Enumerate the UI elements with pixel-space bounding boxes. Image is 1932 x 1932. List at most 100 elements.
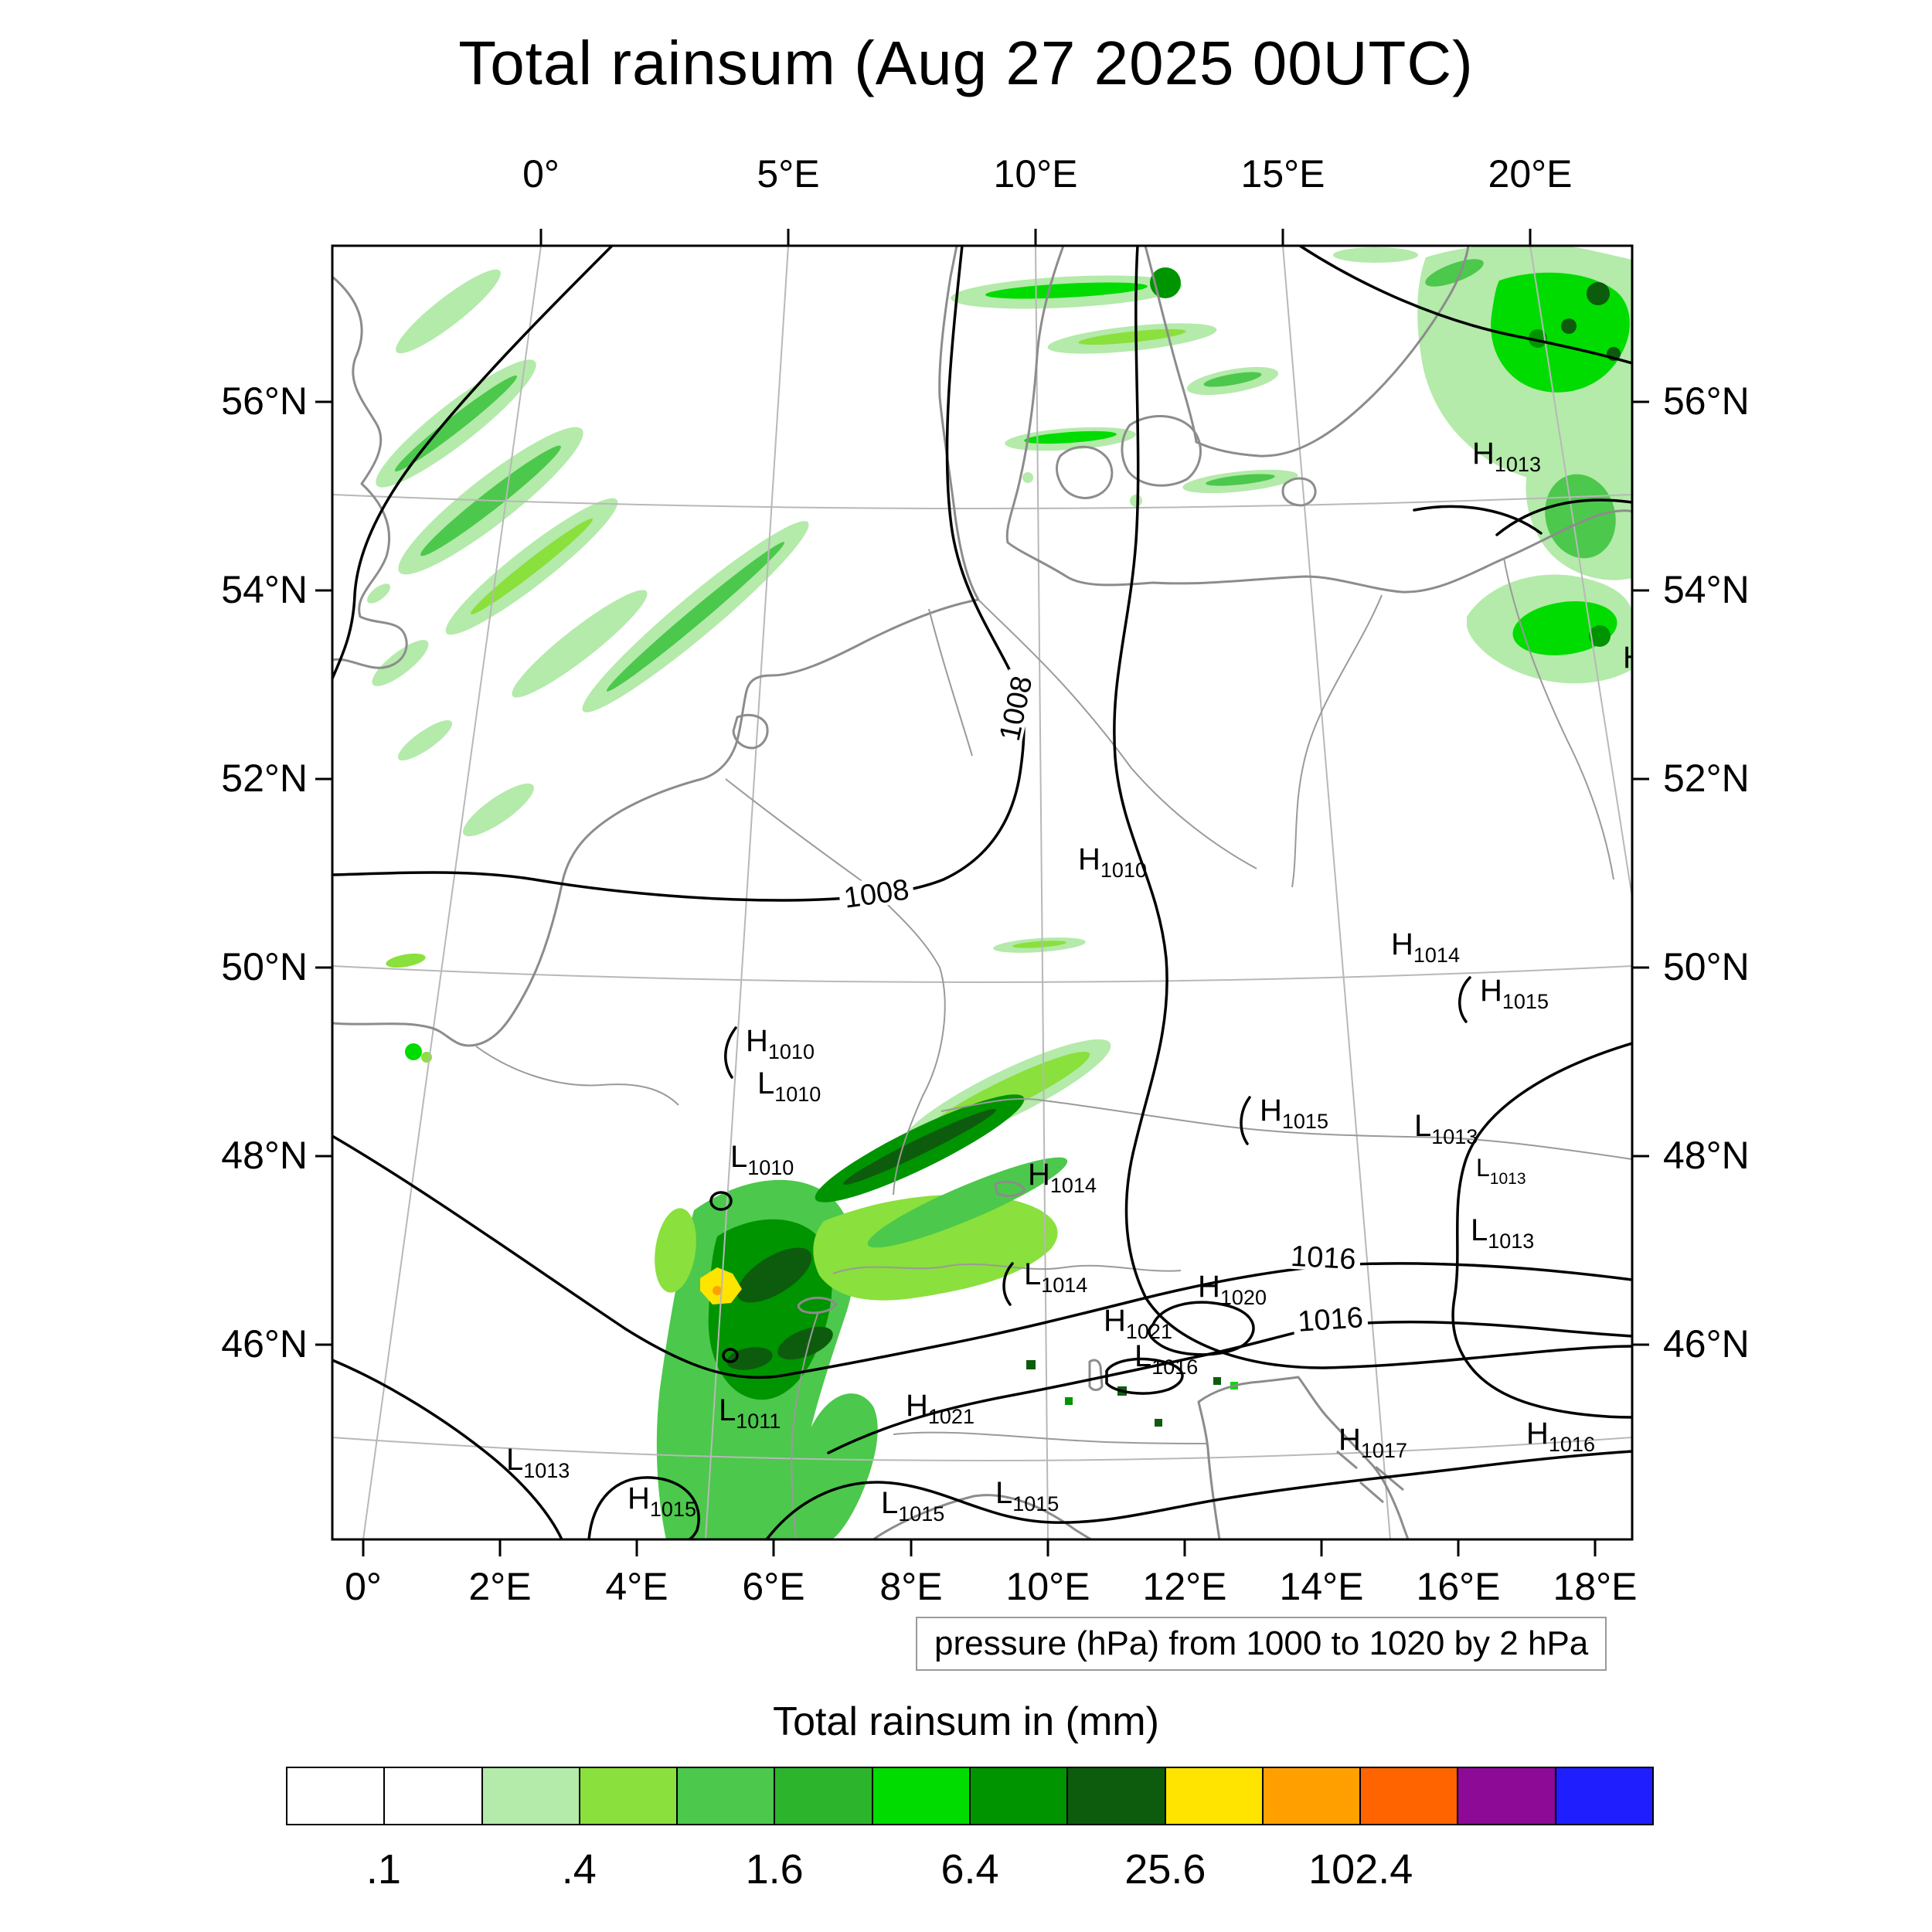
pressure-center-label: H (746, 1024, 768, 1058)
rain-patch (1078, 328, 1186, 345)
pressure-center-label: 1015 (898, 1502, 944, 1526)
isobar (1240, 1096, 1251, 1145)
pressure-center-label: 1013 (1488, 1230, 1534, 1253)
rain-patch (366, 583, 391, 604)
colorbar-cell (1554, 1768, 1652, 1824)
rain-patch (405, 1043, 422, 1060)
pressure-center-label: L (1476, 1154, 1490, 1182)
pressure-caption: pressure (hPa) from 1000 to 1020 by 2 hP… (916, 1617, 1607, 1671)
pressure-center-label: 1010 (774, 1083, 821, 1106)
colorbar-cell (1359, 1768, 1458, 1824)
pressure-center-label: L (1471, 1213, 1488, 1247)
rain-patch (1012, 940, 1066, 948)
pressure-center-label: H1010 (746, 1024, 815, 1063)
rain-patch (1203, 372, 1262, 387)
colorbar-cell (1164, 1768, 1262, 1824)
pressure-center-label: 1017 (1361, 1439, 1407, 1462)
pressure-center-label: 1016 (1151, 1355, 1198, 1379)
coastline (893, 1431, 1208, 1444)
isobar (827, 1320, 1632, 1454)
graticule-line (362, 246, 542, 1539)
rain-patch (1155, 1419, 1162, 1427)
pressure-center-label: 1015 (1012, 1492, 1059, 1515)
rain-patch (396, 269, 501, 354)
isobar (587, 1476, 700, 1539)
axis-label-bottom: 4°E (605, 1565, 668, 1608)
isobar-value-label: 1008 (842, 873, 911, 914)
pressure-center-label: H1015 (1260, 1094, 1328, 1133)
isobar (709, 1191, 733, 1211)
isobar-value-label (837, 873, 915, 912)
isobar-value-label: 1008 (837, 873, 915, 915)
axis-label-bottom: 10°E (1005, 1565, 1090, 1608)
pressure-center-label: H (1028, 1158, 1050, 1192)
pressure-center-label: L1014 (1024, 1257, 1087, 1297)
pressure-center-label: H1016 (1526, 1417, 1595, 1456)
rain-patch (512, 590, 648, 698)
colorbar-tick-label: 1.6 (745, 1846, 804, 1893)
graticule-line (1035, 246, 1049, 1539)
coastline (940, 1097, 1632, 1160)
pressure-center-label: 1021 (1126, 1320, 1172, 1343)
pressure-center-label: H1013 (1472, 437, 1541, 476)
colorbar-tick-label: .4 (561, 1846, 597, 1893)
isobar (765, 1450, 1632, 1539)
coastline (475, 1046, 679, 1106)
pressure-center-label: H (1104, 1304, 1126, 1338)
rain-patch (726, 1347, 773, 1370)
axis-label-bottom: 2°E (468, 1565, 532, 1608)
pressure-center-label: 1013 (523, 1459, 570, 1482)
rain-patch (1026, 1360, 1036, 1369)
isobar (1148, 1301, 1255, 1356)
rain-patch (1024, 430, 1117, 444)
pressure-center-label: L (1024, 1257, 1041, 1291)
rain-patch (1206, 474, 1275, 486)
colorbar-cell (968, 1768, 1067, 1824)
pressure-center-label: H (1472, 437, 1495, 471)
axis-label-bottom: 18°E (1553, 1565, 1638, 1608)
axis-label-bottom: 12°E (1142, 1565, 1227, 1608)
pressure-center-label: H1021 (906, 1389, 975, 1428)
coastlines (332, 246, 1632, 1539)
isobar (332, 246, 614, 680)
rain-patch (736, 1247, 812, 1303)
axis-label-left: 56°N (221, 379, 308, 423)
axis-label-bottom: 14°E (1279, 1565, 1364, 1608)
pressure-center-label: H (1260, 1094, 1282, 1128)
pressure-center-label: 1014 (1041, 1274, 1087, 1297)
pressure-center-label: H (1338, 1423, 1361, 1457)
coastline (832, 1263, 1182, 1274)
pressure-center-label: 1015 (1502, 990, 1549, 1013)
rain-patch (606, 542, 785, 692)
pressure-center-label: L1016 (1134, 1339, 1198, 1379)
rain-patch (1333, 247, 1418, 263)
rain-patch (1587, 282, 1610, 305)
coastline (1291, 594, 1383, 888)
isobar-value-label: 1016 (1292, 1301, 1369, 1338)
pressure-center-label: L (1134, 1339, 1151, 1373)
rain-patch (713, 1286, 722, 1295)
rain-patch (777, 1326, 833, 1360)
rain-patch (1065, 1397, 1073, 1405)
rain-patch (1561, 318, 1577, 334)
colorbar-cell (871, 1768, 969, 1824)
isobar-value-label: 1008 (994, 673, 1039, 743)
isobar (1495, 498, 1632, 536)
isobar (724, 1026, 737, 1079)
isobar (1105, 1357, 1184, 1395)
pressure-center-label: 1015 (1282, 1110, 1328, 1133)
isobar (1002, 1262, 1014, 1306)
rain-patch (397, 719, 453, 761)
map-frame (331, 244, 1634, 1541)
rain-patch (1213, 1377, 1221, 1385)
isobar-value-label: 1008 (993, 668, 1039, 748)
axis-label-top: 5°E (757, 152, 820, 196)
axis-label-bottom: 6°E (742, 1565, 805, 1608)
pressure-center-label: H1021 (1104, 1304, 1172, 1343)
isobar-value-label: 1016 (1285, 1240, 1362, 1276)
pressure-center-label: H1014 (1391, 927, 1460, 967)
pressure-center-label: L1010 (757, 1066, 821, 1106)
pressure-center-label: 1021 (928, 1405, 975, 1428)
coastline (1005, 246, 1632, 594)
